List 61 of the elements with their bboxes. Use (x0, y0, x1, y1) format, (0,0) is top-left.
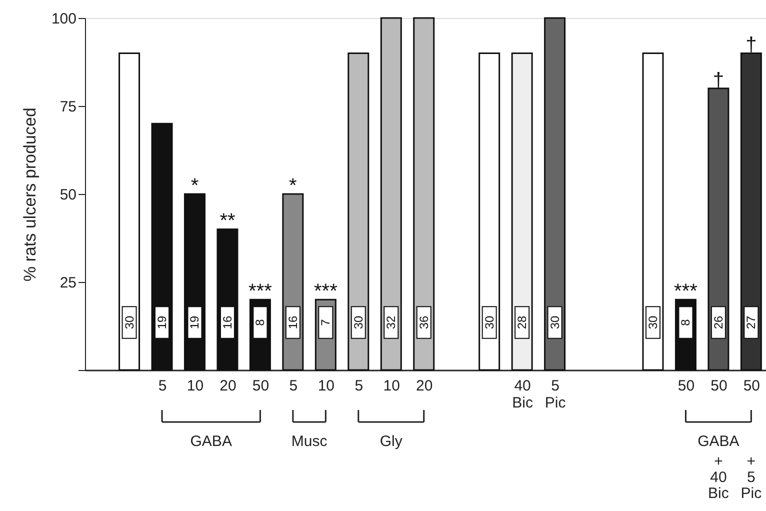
annotation: 8 (253, 318, 268, 326)
x-tick-label: 50 (252, 378, 270, 394)
x-tick-label: 20 (220, 378, 236, 394)
bar (642, 52, 664, 371)
text: + 40 Bic (708, 453, 730, 502)
bar (151, 122, 173, 371)
x-tick-label: 50 (678, 378, 695, 394)
bar (478, 52, 500, 371)
annotation: 28 (515, 315, 530, 330)
bar (118, 52, 140, 371)
x-tick-label: 20 (416, 378, 433, 394)
annotation: *** (674, 280, 698, 303)
annotation: *** (248, 280, 272, 303)
text: + 5 Pic (740, 453, 762, 502)
annotation: 30 (122, 315, 136, 330)
annotation: 16 (220, 315, 234, 330)
y-axis-title: % rats ulcers produced (20, 108, 40, 282)
x-tick-label: 5 Pic (544, 378, 566, 412)
annotation: 26 (711, 315, 726, 330)
annotation: 32 (384, 315, 398, 330)
y-tick-label: 100 (51, 10, 76, 28)
bar (544, 17, 566, 371)
text: Gly (380, 433, 403, 450)
x-tick-label: 10 (186, 378, 204, 394)
x-tick-label: 5 (158, 378, 167, 394)
bar (380, 17, 402, 371)
annotation: 36 (416, 315, 431, 330)
annotation: 30 (351, 315, 366, 330)
annotation: 8 (678, 318, 693, 326)
y-tick-label: 75 (60, 98, 76, 116)
text: GABA (698, 433, 740, 450)
bar (413, 17, 435, 371)
annotation: 19 (188, 315, 202, 330)
annotation: * (190, 175, 199, 197)
x-tick-label: 50 (743, 378, 760, 394)
x-tick-label: 10 (318, 378, 335, 394)
annotation: † (712, 69, 724, 92)
x-tick-label: 50 (710, 378, 728, 394)
x-tick-label: 5 (289, 378, 298, 394)
annotation: 30 (482, 315, 496, 330)
bar (348, 52, 370, 371)
bar (708, 88, 730, 371)
annotation: *** (314, 280, 338, 303)
y-tick-label: 25 (60, 274, 76, 292)
annotation: * (289, 175, 298, 197)
annotation: 7 (318, 318, 333, 326)
text: GABA (190, 433, 232, 450)
bar (740, 52, 762, 371)
annotation: 27 (744, 315, 758, 330)
bar (511, 52, 533, 371)
annotation: ** (220, 210, 236, 232)
annotation: 19 (155, 315, 170, 330)
annotation: 30 (548, 315, 562, 330)
annotation: 30 (646, 315, 660, 330)
annotation: † (746, 34, 757, 56)
x-tick-label: 10 (383, 378, 400, 394)
x-tick-label: 5 (354, 378, 364, 394)
text: Musc (291, 433, 328, 450)
y-tick-label: 50 (60, 186, 76, 204)
annotation: 16 (286, 315, 300, 330)
x-tick-label: 40 Bic (512, 378, 534, 412)
